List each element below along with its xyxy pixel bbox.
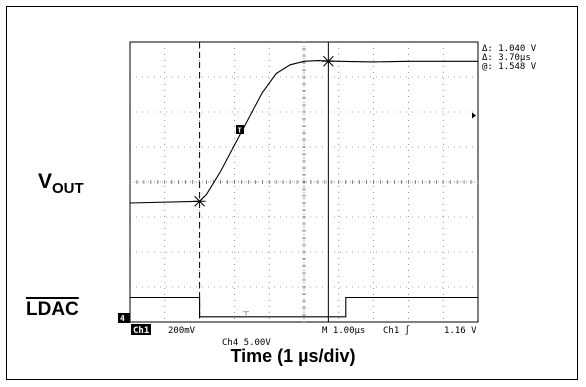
cursor-at-readout: @: 1.548 V <box>482 62 537 72</box>
ldac-axis-label: LDAC <box>26 299 79 320</box>
cursor-v-delta-readout: Δ: 1.040 V <box>482 44 537 54</box>
x-axis-label: Time (1 µs/div) <box>230 346 356 366</box>
cursor-t-delta-readout: Δ: 3.70µs <box>482 53 531 63</box>
ch1-scale-readout: 200mV <box>168 326 196 336</box>
timebase-readout: M 1.00µs <box>322 326 365 336</box>
ch1-badge-box <box>131 324 151 335</box>
ch4-scale-readout: Ch4 5.00V <box>222 338 271 348</box>
trace-ldac <box>130 296 478 318</box>
trigger-marker-box <box>236 125 244 134</box>
ch4-marker-box <box>118 313 130 323</box>
ch1-badge-text: Ch1 <box>133 326 149 336</box>
trace-vout <box>129 60 478 204</box>
vout-axis-label: VOUT <box>38 170 84 197</box>
trigger-marker-text: T <box>238 127 242 135</box>
trigger-level-readout: 1.16 V <box>444 326 477 336</box>
figure-frame <box>6 6 578 380</box>
trigger-readout: Ch1 ∫ <box>383 325 410 336</box>
trigger-level-arrow <box>472 112 476 119</box>
ch4-marker-text: 4 <box>120 314 125 323</box>
